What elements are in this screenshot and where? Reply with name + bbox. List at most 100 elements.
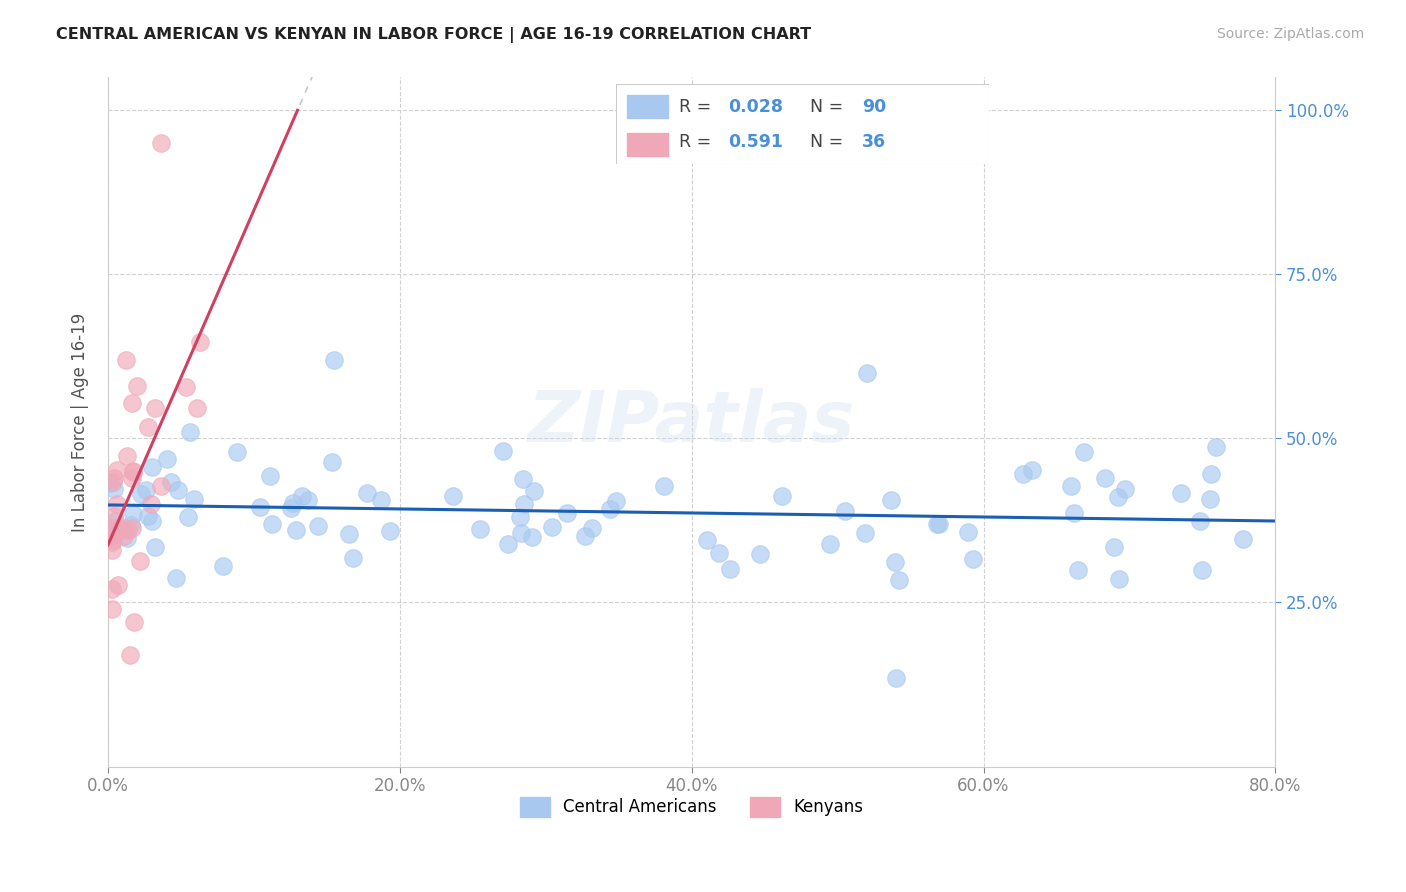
Point	[605, 493, 627, 508]
Point	[138, 420, 160, 434]
Point	[818, 536, 841, 550]
Point	[1114, 482, 1136, 496]
Point	[114, 352, 136, 367]
Point	[718, 562, 741, 576]
Point	[1104, 541, 1126, 555]
Point	[121, 464, 143, 478]
Point	[1060, 479, 1083, 493]
Point	[1021, 463, 1043, 477]
Point	[927, 516, 949, 531]
Point	[520, 530, 543, 544]
Point	[1232, 532, 1254, 546]
Point	[160, 475, 183, 489]
Point	[141, 497, 163, 511]
Point	[1108, 572, 1130, 586]
Point	[101, 543, 124, 558]
Point	[115, 449, 138, 463]
Point	[103, 509, 125, 524]
Point	[101, 582, 124, 596]
Point	[856, 366, 879, 380]
Point	[770, 489, 793, 503]
Point	[129, 554, 152, 568]
Point	[149, 136, 172, 150]
Point	[118, 648, 141, 662]
Text: ZIPatlas: ZIPatlas	[529, 387, 855, 457]
Point	[101, 535, 124, 549]
Point	[1170, 486, 1192, 500]
Point	[853, 526, 876, 541]
Point	[887, 573, 910, 587]
Point	[1198, 491, 1220, 506]
Point	[121, 521, 143, 535]
Point	[101, 521, 124, 535]
Point	[98, 475, 121, 490]
Point	[337, 527, 360, 541]
Point	[174, 380, 197, 394]
Point	[122, 508, 145, 522]
Text: CENTRAL AMERICAN VS KENYAN IN LABOR FORCE | AGE 16-19 CORRELATION CHART: CENTRAL AMERICAN VS KENYAN IN LABOR FORC…	[56, 27, 811, 43]
Y-axis label: In Labor Force | Age 16-19: In Labor Force | Age 16-19	[72, 312, 89, 532]
Point	[249, 500, 271, 515]
Point	[280, 501, 302, 516]
Point	[101, 475, 124, 489]
Text: Source: ZipAtlas.com: Source: ZipAtlas.com	[1216, 27, 1364, 41]
Point	[1067, 563, 1090, 577]
Point	[707, 546, 730, 560]
Point	[523, 483, 546, 498]
Point	[143, 540, 166, 554]
Point	[156, 451, 179, 466]
Point	[136, 508, 159, 523]
Point	[121, 471, 143, 485]
Point	[1205, 440, 1227, 454]
Point	[883, 555, 905, 569]
Point	[117, 524, 139, 538]
Point	[105, 463, 128, 477]
Point	[112, 528, 135, 542]
Point	[441, 489, 464, 503]
Point	[323, 352, 346, 367]
Point	[115, 531, 138, 545]
Point	[581, 521, 603, 535]
Point	[654, 478, 676, 492]
Point	[297, 493, 319, 508]
Point	[1191, 563, 1213, 577]
Point	[513, 497, 536, 511]
Point	[1199, 467, 1222, 481]
Point	[541, 520, 564, 534]
Point	[103, 528, 125, 542]
Point	[103, 524, 125, 539]
Point	[143, 401, 166, 415]
Point	[259, 468, 281, 483]
Point	[1073, 445, 1095, 459]
Point	[496, 537, 519, 551]
Point	[370, 492, 392, 507]
Point	[103, 533, 125, 547]
Point	[509, 509, 531, 524]
Point	[179, 425, 201, 440]
Point	[749, 548, 772, 562]
Point	[281, 496, 304, 510]
Point	[260, 517, 283, 532]
Point	[1189, 514, 1212, 528]
Point	[149, 479, 172, 493]
Point	[135, 483, 157, 498]
Point	[226, 445, 249, 459]
Point	[103, 470, 125, 484]
Point	[284, 524, 307, 538]
Point	[1012, 467, 1035, 482]
Point	[1063, 507, 1085, 521]
Point	[131, 487, 153, 501]
Point	[111, 521, 134, 535]
Point	[103, 483, 125, 497]
Point	[141, 514, 163, 528]
Point	[1107, 490, 1129, 504]
Point	[121, 517, 143, 532]
Point	[101, 602, 124, 616]
Point	[342, 551, 364, 566]
Point	[183, 491, 205, 506]
Point	[127, 379, 149, 393]
Point	[107, 578, 129, 592]
Point	[599, 502, 621, 516]
Point	[167, 483, 190, 497]
Point	[956, 525, 979, 540]
